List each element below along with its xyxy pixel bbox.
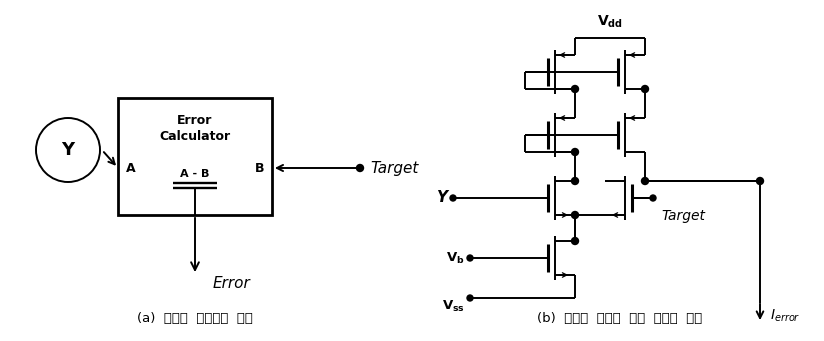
Circle shape bbox=[642, 86, 648, 92]
Text: $\mathbf{V_b}$: $\mathbf{V_b}$ bbox=[447, 250, 465, 266]
Circle shape bbox=[467, 255, 473, 261]
Text: $I_{error}$: $I_{error}$ bbox=[770, 308, 800, 324]
Text: Target: Target bbox=[661, 209, 705, 223]
Text: Error: Error bbox=[177, 114, 213, 127]
Circle shape bbox=[572, 211, 578, 219]
Circle shape bbox=[357, 164, 363, 172]
Circle shape bbox=[572, 148, 578, 155]
Text: Y: Y bbox=[62, 141, 74, 159]
Circle shape bbox=[572, 178, 578, 184]
Circle shape bbox=[642, 178, 648, 184]
Circle shape bbox=[467, 295, 473, 301]
Text: Y: Y bbox=[436, 191, 447, 206]
Circle shape bbox=[572, 86, 578, 92]
Circle shape bbox=[650, 195, 656, 201]
Text: A: A bbox=[126, 162, 136, 175]
Text: $\mathbf{V_{dd}}$: $\mathbf{V_{dd}}$ bbox=[597, 14, 623, 30]
Text: Calculator: Calculator bbox=[159, 130, 231, 143]
Text: A - B: A - B bbox=[180, 169, 209, 179]
Text: Target: Target bbox=[370, 161, 419, 176]
Circle shape bbox=[756, 178, 764, 184]
Text: B: B bbox=[255, 162, 264, 175]
Circle shape bbox=[572, 237, 578, 244]
Circle shape bbox=[450, 195, 456, 201]
Text: Error: Error bbox=[213, 276, 250, 291]
Bar bbox=[118, 98, 272, 215]
Text: (b)  에러값  연산을  위해  설계된  회로: (b) 에러값 연산을 위해 설계된 회로 bbox=[537, 311, 703, 325]
Text: (a)  에러값  연산회로  심볼: (a) 에러값 연산회로 심볼 bbox=[137, 311, 253, 325]
Text: $\mathbf{V_{ss}}$: $\mathbf{V_{ss}}$ bbox=[442, 298, 465, 314]
